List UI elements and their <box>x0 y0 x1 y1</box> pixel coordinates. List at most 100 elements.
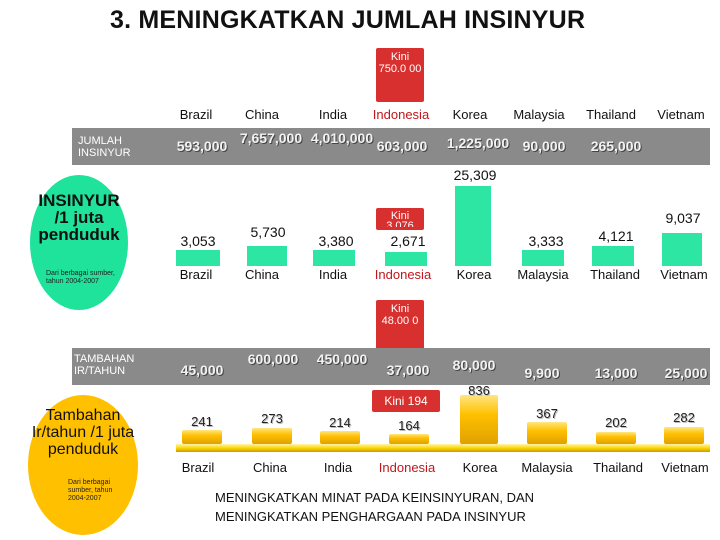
bar-value: 202 <box>605 415 627 430</box>
bar-value: 3,333 <box>528 233 564 249</box>
bar <box>385 252 427 266</box>
country-india: India <box>318 107 348 122</box>
side-note: Dari berbagai sumber, tahun 2004-2007 <box>68 479 113 502</box>
kini-label: Kini <box>390 303 410 315</box>
bar-value: 214 <box>329 415 351 430</box>
band-value: 80,000 <box>452 357 496 373</box>
bar <box>182 430 222 444</box>
page-title: 3. MENINGKATKAN JUMLAH INSINYUR <box>110 6 586 34</box>
bar <box>320 431 360 444</box>
country-vietnam: Vietnam <box>661 460 709 475</box>
bar <box>252 428 292 444</box>
band-label: JUMLAH INSINYUR <box>78 135 131 159</box>
bar <box>455 186 491 266</box>
bar <box>596 432 636 444</box>
country-korea: Korea <box>452 107 488 122</box>
bar <box>313 250 355 266</box>
bar-value: 5,730 <box>250 224 286 240</box>
bar-value: 282 <box>673 410 695 425</box>
bar-value: 25,309 <box>453 167 497 183</box>
footer-line-2: MENINGKATKAN PENGHARGAAN PADA INSINYUR <box>215 509 526 524</box>
engineers-per-million-badge: INSINYUR /1 juta penduduk Dari berbagai … <box>30 175 128 310</box>
band-value: 450,000 <box>316 351 368 367</box>
country-brazil: Brazil <box>181 460 215 475</box>
country-row-2: Brazil China India Indonesia Korea Malay… <box>0 267 720 285</box>
kini-value: 750.0 00 <box>378 63 422 75</box>
country-header-row-1: Brazil China India Indonesia Korea Malay… <box>0 107 720 125</box>
footer-note: MENINGKATKAN MINAT PADA KEINSINYURAN, DA… <box>215 488 534 526</box>
country-malaysia: Malaysia <box>513 107 565 122</box>
country-china: China <box>253 460 287 475</box>
bar <box>592 246 634 266</box>
country-thailand: Thailand <box>593 460 643 475</box>
bar-value: 2,671 <box>390 233 426 249</box>
bar-value: 836 <box>468 383 490 398</box>
side-title: Tambahan Ir/tahun /1 juta penduduk <box>31 407 135 458</box>
kini-badge-total: Kini 750.0 00 <box>376 48 424 102</box>
kini-label: Kini <box>390 51 410 63</box>
kini-badge-additional-per-million: Kini 194 <box>372 390 440 412</box>
bar <box>527 422 567 444</box>
bar <box>662 233 702 266</box>
country-row-4: Brazil China India Indonesia Korea Malay… <box>0 460 720 478</box>
country-china: China <box>245 107 279 122</box>
side-title: INSINYUR /1 juta penduduk <box>38 191 120 244</box>
country-vietnam: Vietnam <box>660 267 708 282</box>
band-value: 37,000 <box>386 362 430 378</box>
kini-badge-additional: Kini 48.00 0 <box>376 300 424 352</box>
country-thailand: Thailand <box>586 107 636 122</box>
band-value: 90,000 <box>522 138 566 154</box>
additional-per-million-badge: Tambahan Ir/tahun /1 juta penduduk Dari … <box>28 395 138 535</box>
band-value: 45,000 <box>180 362 224 378</box>
country-india: India <box>318 267 348 282</box>
country-brazil: Brazil <box>179 107 213 122</box>
country-korea: Korea <box>462 460 498 475</box>
kini-label: Kini 194 <box>384 394 428 408</box>
band-value: 603,000 <box>376 138 428 154</box>
kini-badge-per-million: Kini 3.076 <box>376 208 424 230</box>
bar-value: 164 <box>398 418 420 433</box>
bar-value: 273 <box>261 411 283 426</box>
baseline <box>176 444 710 452</box>
kini-value: 48.00 0 <box>381 315 419 327</box>
country-indonesia: Indonesia <box>374 267 432 282</box>
country-india: India <box>323 460 353 475</box>
footer-line-1: MENINGKATKAN MINAT PADA KEINSINYURAN, DA… <box>215 490 535 505</box>
band-value: 25,000 <box>664 365 708 381</box>
band-label: TAMBAHAN IR/TAHUN <box>74 353 135 377</box>
bar <box>522 250 564 266</box>
total-engineers-band: JUMLAH INSINYUR 593,000 7,657,000 4,010,… <box>72 128 710 165</box>
country-indonesia: Indonesia <box>378 460 436 475</box>
country-korea: Korea <box>456 267 492 282</box>
bar-value: 241 <box>191 414 213 429</box>
kini-value: 3.076 <box>386 221 414 227</box>
band-value: 7,657,000 <box>239 130 303 146</box>
country-thailand: Thailand <box>590 267 640 282</box>
bar <box>247 246 287 266</box>
bar-value: 4,121 <box>598 228 634 244</box>
country-indonesia: Indonesia <box>372 107 430 122</box>
band-value: 4,010,000 <box>310 130 374 146</box>
band-value: 265,000 <box>590 138 642 154</box>
bar <box>389 434 429 444</box>
band-value: 600,000 <box>247 351 299 367</box>
kini-label: Kini <box>390 210 410 222</box>
side-note: Dari berbagai sumber, tahun 2004-2007 <box>46 270 115 285</box>
additional-engineers-band: TAMBAHAN IR/TAHUN 45,000 600,000 450,000… <box>72 348 710 385</box>
country-china: China <box>245 267 279 282</box>
country-vietnam: Vietnam <box>657 107 705 122</box>
band-value: 593,000 <box>176 138 228 154</box>
country-malaysia: Malaysia <box>521 460 573 475</box>
bar <box>176 250 220 266</box>
band-value: 13,000 <box>594 365 638 381</box>
bar-value: 367 <box>536 406 558 421</box>
bar-value: 9,037 <box>665 210 701 226</box>
bar-value: 3,380 <box>318 233 354 249</box>
bar <box>664 427 704 444</box>
band-value: 1,225,000 <box>446 135 510 151</box>
bar <box>460 395 498 444</box>
bar-value: 3,053 <box>180 233 216 249</box>
country-brazil: Brazil <box>179 267 213 282</box>
